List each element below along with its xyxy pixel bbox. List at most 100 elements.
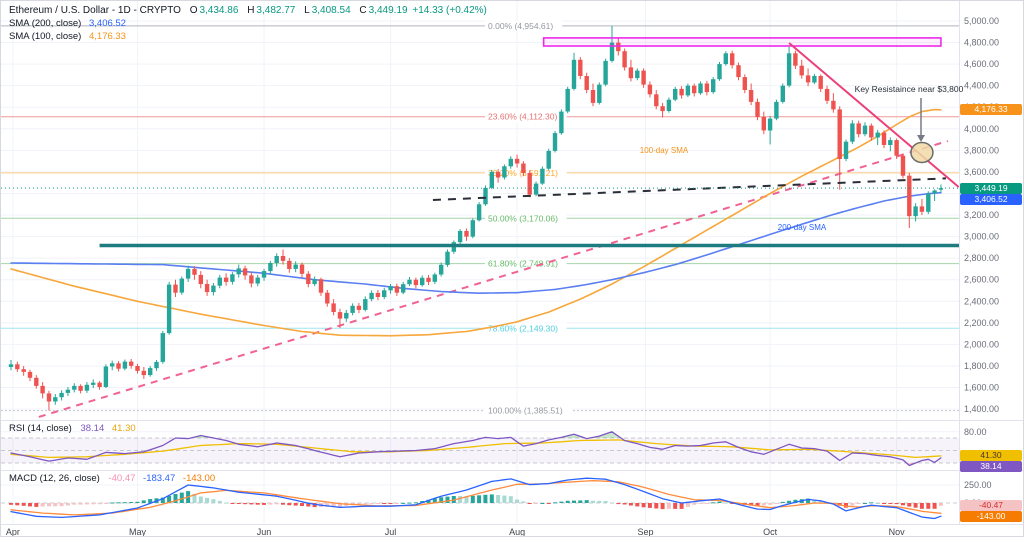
candle-body bbox=[97, 382, 102, 387]
candle-body bbox=[204, 284, 210, 293]
key-resistance-annotation[interactable]: Key Resistaince near $3,800 bbox=[854, 84, 964, 94]
candle-body bbox=[476, 204, 482, 221]
macd-histogram-bar bbox=[521, 501, 526, 503]
candle-body bbox=[223, 277, 229, 282]
symbol-legend[interactable]: Ethereum / U.S. Dollar - 1D - CRYPTO O 3,… bbox=[9, 4, 487, 43]
candle-body bbox=[723, 53, 728, 65]
macd-histogram-bar bbox=[230, 503, 235, 504]
macd-histogram-bar bbox=[660, 503, 665, 510]
sma200-line bbox=[10, 191, 942, 295]
candle-body bbox=[249, 275, 254, 284]
macd-histogram-bar bbox=[540, 503, 545, 504]
macd-legend[interactable]: MACD (12, 26, close) -40.47 -183.47 -143… bbox=[9, 473, 215, 484]
axis-price-badge: 38.14 bbox=[960, 461, 1022, 473]
candle-body bbox=[881, 132, 887, 145]
candle-body bbox=[344, 312, 349, 319]
macd-histogram-bar bbox=[882, 503, 886, 504]
candle-body bbox=[65, 389, 71, 393]
candle-body bbox=[711, 79, 716, 93]
resistance-box bbox=[542, 37, 942, 47]
macd-histogram-bar bbox=[135, 501, 140, 503]
sma200-label[interactable]: SMA (200, close) bbox=[9, 18, 82, 29]
rsi-label[interactable]: RSI (14, close) bbox=[9, 423, 72, 434]
macd-histogram-bar bbox=[243, 503, 248, 505]
month-tick-label: Jun bbox=[257, 527, 272, 537]
macd-histogram-bar bbox=[287, 503, 292, 506]
macd-histogram-bar bbox=[527, 503, 532, 504]
candle-body bbox=[53, 397, 58, 402]
macd-histogram-bar bbox=[913, 503, 918, 508]
macd-histogram-bar bbox=[34, 503, 39, 507]
macd-histogram-bar bbox=[59, 503, 64, 507]
fib-label-bg bbox=[485, 258, 567, 270]
macd-histogram-bar bbox=[205, 497, 210, 503]
rsi-line bbox=[10, 431, 942, 467]
candle-body bbox=[666, 99, 672, 111]
candle-body bbox=[325, 292, 330, 304]
price-tick-label: 3,600.00 bbox=[964, 167, 999, 177]
candle-body bbox=[913, 206, 918, 217]
macd-histogram-bar bbox=[679, 503, 684, 509]
price-tick-label: 3,200.00 bbox=[964, 210, 999, 220]
rsi-legend[interactable]: RSI (14, close) 38.14 41.30 bbox=[9, 423, 136, 434]
macd-histogram-bar bbox=[584, 500, 589, 503]
candle-body bbox=[154, 361, 159, 369]
symbol-title[interactable]: Ethereum / U.S. Dollar - 1D - CRYPTO bbox=[9, 5, 181, 16]
candle-body bbox=[698, 83, 703, 94]
macd-histogram-bar bbox=[919, 503, 924, 509]
macd-histogram-bar bbox=[78, 503, 83, 505]
macd-histogram-bar bbox=[597, 500, 602, 503]
macd-histogram-bar bbox=[704, 503, 709, 504]
macd-histogram-bar bbox=[901, 503, 905, 506]
candle-body bbox=[888, 140, 893, 145]
macd-histogram-bar bbox=[666, 503, 671, 509]
candle-body bbox=[938, 188, 944, 190]
candle-body bbox=[799, 65, 804, 76]
candle-body bbox=[91, 382, 96, 385]
candle-body bbox=[590, 90, 596, 103]
macd-histogram-bar bbox=[787, 500, 792, 503]
candle-body bbox=[502, 166, 507, 178]
candle-body bbox=[388, 286, 393, 291]
candle-body bbox=[135, 366, 140, 371]
candle-body bbox=[236, 268, 241, 275]
macd-label[interactable]: MACD (12, 26, close) bbox=[9, 473, 100, 484]
candle-body bbox=[654, 94, 659, 107]
candle-body bbox=[46, 393, 52, 402]
price-axis[interactable] bbox=[959, 1, 1023, 525]
macd-histogram-bar bbox=[217, 500, 222, 503]
candle-body bbox=[122, 361, 128, 369]
candle-body bbox=[312, 279, 317, 285]
candle-body bbox=[869, 125, 874, 138]
month-tick-label: Aug bbox=[509, 527, 525, 537]
candle-body bbox=[850, 123, 855, 142]
candle-body bbox=[824, 88, 830, 101]
macd-histogram-bar bbox=[508, 496, 513, 503]
macd-histogram-bar bbox=[749, 503, 754, 506]
macd-histogram-bar bbox=[938, 503, 943, 506]
candle-body bbox=[559, 111, 564, 134]
month-tick-label: Apr bbox=[6, 527, 20, 537]
candle-body bbox=[717, 64, 722, 80]
time-axis[interactable] bbox=[1, 525, 1023, 536]
candle-body bbox=[141, 370, 146, 376]
candle-body bbox=[318, 279, 324, 293]
candle-body bbox=[299, 264, 305, 274]
close-value: 3,449.19 bbox=[368, 5, 408, 16]
candle-body bbox=[464, 231, 469, 237]
fib-label: 0.00% (4,954.61) bbox=[488, 21, 553, 31]
macd-histogram-bar bbox=[723, 502, 728, 504]
candle-body bbox=[160, 333, 165, 362]
macd-histogram-bar bbox=[293, 503, 298, 506]
macd-histogram-bar bbox=[192, 493, 197, 503]
candle-body bbox=[748, 90, 754, 102]
candle-body bbox=[679, 88, 684, 96]
price-tick-label: 1,400.00 bbox=[964, 404, 999, 414]
candle-body bbox=[616, 42, 621, 52]
sma100-label[interactable]: SMA (100, close) bbox=[9, 31, 82, 42]
candle-body bbox=[692, 85, 697, 94]
candle-body bbox=[78, 385, 83, 391]
open-value: 3,434.86 bbox=[199, 5, 239, 16]
price-tick-label: 4,000.00 bbox=[964, 124, 999, 134]
